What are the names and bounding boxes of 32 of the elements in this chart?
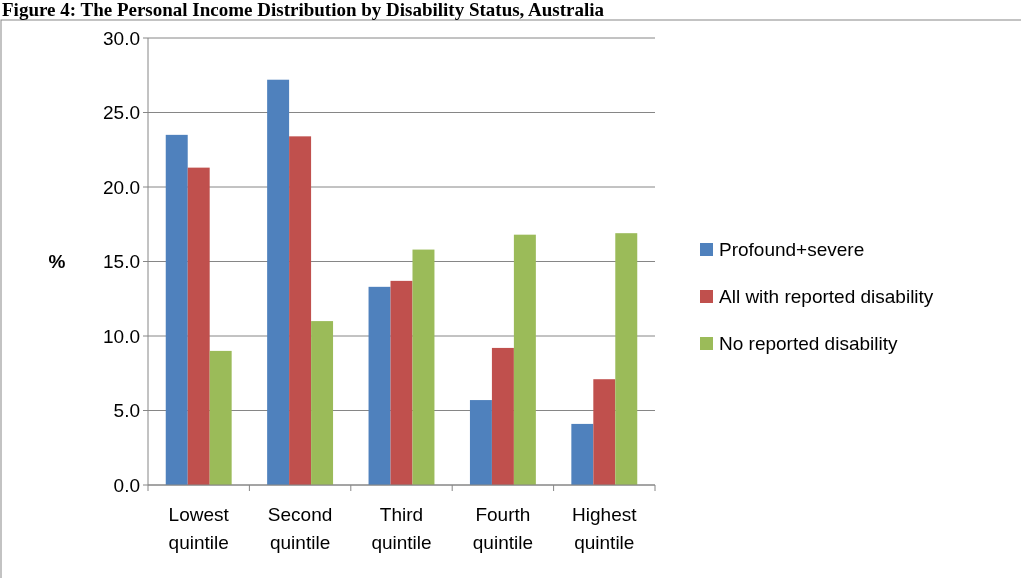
y-tick-label: 20.0 <box>103 176 140 198</box>
bar <box>491 347 514 485</box>
y-tick-label: 10.0 <box>103 325 140 347</box>
bar <box>390 280 413 485</box>
bar <box>412 249 435 485</box>
bar <box>209 350 232 485</box>
bar <box>187 167 210 485</box>
bar <box>469 400 492 485</box>
bar <box>593 379 616 485</box>
x-tick-label: Third quintile <box>371 504 432 553</box>
bar <box>368 286 391 485</box>
x-tick-label: Second quintile <box>267 504 333 553</box>
bar <box>267 79 290 485</box>
bar <box>615 233 638 485</box>
x-tick-label: Fourth quintile <box>472 504 534 553</box>
bar <box>571 423 594 485</box>
y-tick-label: 25.0 <box>103 102 140 124</box>
legend-label: All with reported disability <box>719 285 934 307</box>
bar <box>165 134 188 485</box>
y-tick-label: 30.0 <box>103 27 140 49</box>
y-tick-label: 0.0 <box>113 474 140 496</box>
legend-label: Profound+severe <box>719 238 865 260</box>
chart-title: Figure 4: The Personal Income Distribution by Disability Status, Australia <box>2 0 605 20</box>
bar <box>289 136 312 485</box>
legend-label: No reported disability <box>719 332 898 354</box>
y-axis-title: % <box>48 251 66 273</box>
bar <box>513 234 536 485</box>
y-tick-label: 5.0 <box>113 400 140 422</box>
x-tick-label: Lowest quintile <box>168 504 230 553</box>
y-tick-label: 15.0 <box>103 251 140 273</box>
bar <box>311 321 334 485</box>
x-tick-label: Highest quintile <box>572 504 638 553</box>
